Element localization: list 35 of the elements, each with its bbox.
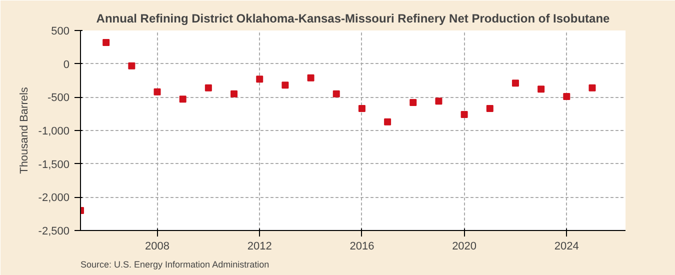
point [230, 90, 238, 98]
y-tick-label: -2,500 [38, 226, 70, 238]
y-tick-label: -1,500 [38, 158, 70, 171]
point [154, 88, 161, 96]
x-tick-label: 2008 [145, 240, 170, 252]
point [332, 90, 340, 98]
point [256, 76, 264, 83]
point [128, 62, 136, 70]
point [435, 98, 442, 105]
point [563, 93, 570, 100]
point [204, 84, 212, 92]
point [358, 105, 366, 112]
point [460, 111, 468, 118]
x-tick-label: 2012 [247, 240, 272, 252]
point [512, 80, 519, 87]
source-note: Source: U.S. Energy Information Administration [80, 260, 270, 270]
point [179, 96, 186, 103]
y-tick-label: -1,000 [38, 126, 70, 138]
x-tick-label: 2016 [350, 240, 374, 252]
y-tick-label: 0 [63, 58, 70, 71]
point [588, 84, 596, 92]
point [102, 39, 110, 46]
x-tick-label: 2024 [554, 240, 579, 252]
point [410, 99, 417, 106]
y-tick-label: -2,000 [38, 192, 70, 204]
y-tick-label: 500 [51, 26, 70, 38]
chart-title: Annual Refining District Oklahoma-Kansas-Missouri Refinery Net Production of Isobutane [96, 12, 610, 26]
point [384, 118, 392, 126]
point [282, 82, 289, 89]
point [486, 105, 494, 112]
y-axis-title: Thousand Barrels [18, 86, 30, 174]
y-tick-label: -500 [47, 92, 70, 104]
x-tick-label: 2020 [452, 240, 477, 252]
point [538, 86, 545, 93]
point [307, 74, 314, 82]
